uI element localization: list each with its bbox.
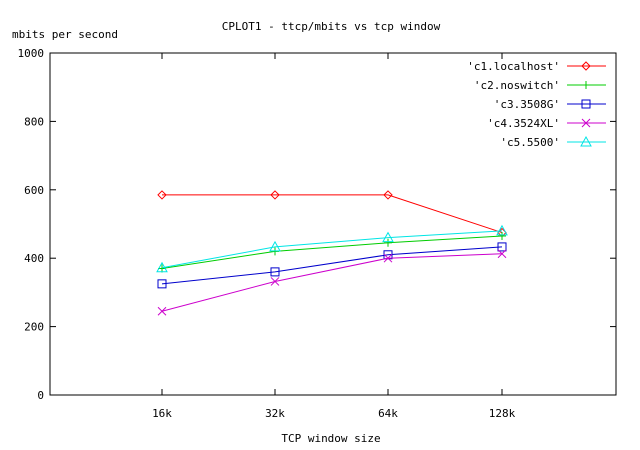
series-line bbox=[162, 194, 503, 234]
series-1 bbox=[157, 190, 507, 238]
series-line bbox=[161, 235, 503, 269]
plot-area-frame bbox=[49, 52, 617, 396]
series-3 bbox=[157, 242, 507, 289]
series-line bbox=[161, 253, 503, 312]
y-tick-label: 400 bbox=[24, 252, 44, 265]
series-layer bbox=[156, 190, 508, 316]
data-point bbox=[497, 249, 507, 259]
x-tick-label: 16k bbox=[152, 407, 172, 420]
data-point bbox=[270, 277, 280, 286]
y-tick-label: 200 bbox=[24, 321, 44, 334]
y-axis-label: mbits per second bbox=[12, 28, 118, 41]
x-tick-label: 64k bbox=[378, 407, 398, 420]
chart-title: CPLOT1 - ttcp/mbits vs tcp window bbox=[222, 20, 441, 33]
axes: 0 200 400 600 800 1000 16k 32k 64k 128k bbox=[18, 47, 616, 420]
series-line bbox=[161, 230, 503, 269]
data-point bbox=[384, 238, 392, 247]
x-tick-label: 128k bbox=[489, 407, 516, 420]
legend-marker bbox=[582, 81, 590, 89]
y-tick-label: 800 bbox=[24, 115, 44, 128]
data-point bbox=[157, 190, 167, 200]
x-tick-label: 32k bbox=[265, 407, 285, 420]
legend-marker bbox=[581, 61, 591, 71]
series-5 bbox=[156, 224, 508, 273]
y-tick-label: 1000 bbox=[18, 47, 45, 60]
data-point bbox=[270, 267, 280, 277]
series-line bbox=[161, 246, 503, 285]
data-point bbox=[496, 224, 508, 236]
y-tick-label: 0 bbox=[37, 389, 44, 402]
legend-label: 'c1.localhost' bbox=[467, 60, 560, 73]
data-point bbox=[383, 190, 393, 200]
data-point bbox=[497, 242, 507, 252]
y-tick-label: 600 bbox=[24, 184, 44, 197]
legend-label: 'c3.3508G' bbox=[494, 98, 560, 111]
data-point bbox=[157, 306, 167, 316]
data-point bbox=[270, 190, 280, 200]
data-point bbox=[498, 231, 506, 240]
series-4 bbox=[157, 249, 507, 316]
data-point bbox=[382, 231, 394, 243]
data-point bbox=[157, 279, 167, 289]
legend: 'c1.localhost' 'c2.noswitch' 'c3.3508G' 'c4… bbox=[467, 60, 606, 149]
legend-label: 'c4.3524XL' bbox=[487, 117, 560, 130]
legend-marker bbox=[581, 118, 591, 128]
x-axis-label: TCP window size bbox=[281, 432, 380, 445]
legend-label: 'c5.5500' bbox=[500, 136, 560, 149]
legend-marker bbox=[581, 99, 591, 109]
data-point bbox=[383, 253, 393, 263]
series-2 bbox=[158, 231, 506, 273]
legend-marker bbox=[580, 135, 592, 147]
legend-label: 'c2.noswitch' bbox=[474, 79, 560, 92]
data-point bbox=[156, 261, 168, 273]
data-point bbox=[269, 240, 281, 252]
